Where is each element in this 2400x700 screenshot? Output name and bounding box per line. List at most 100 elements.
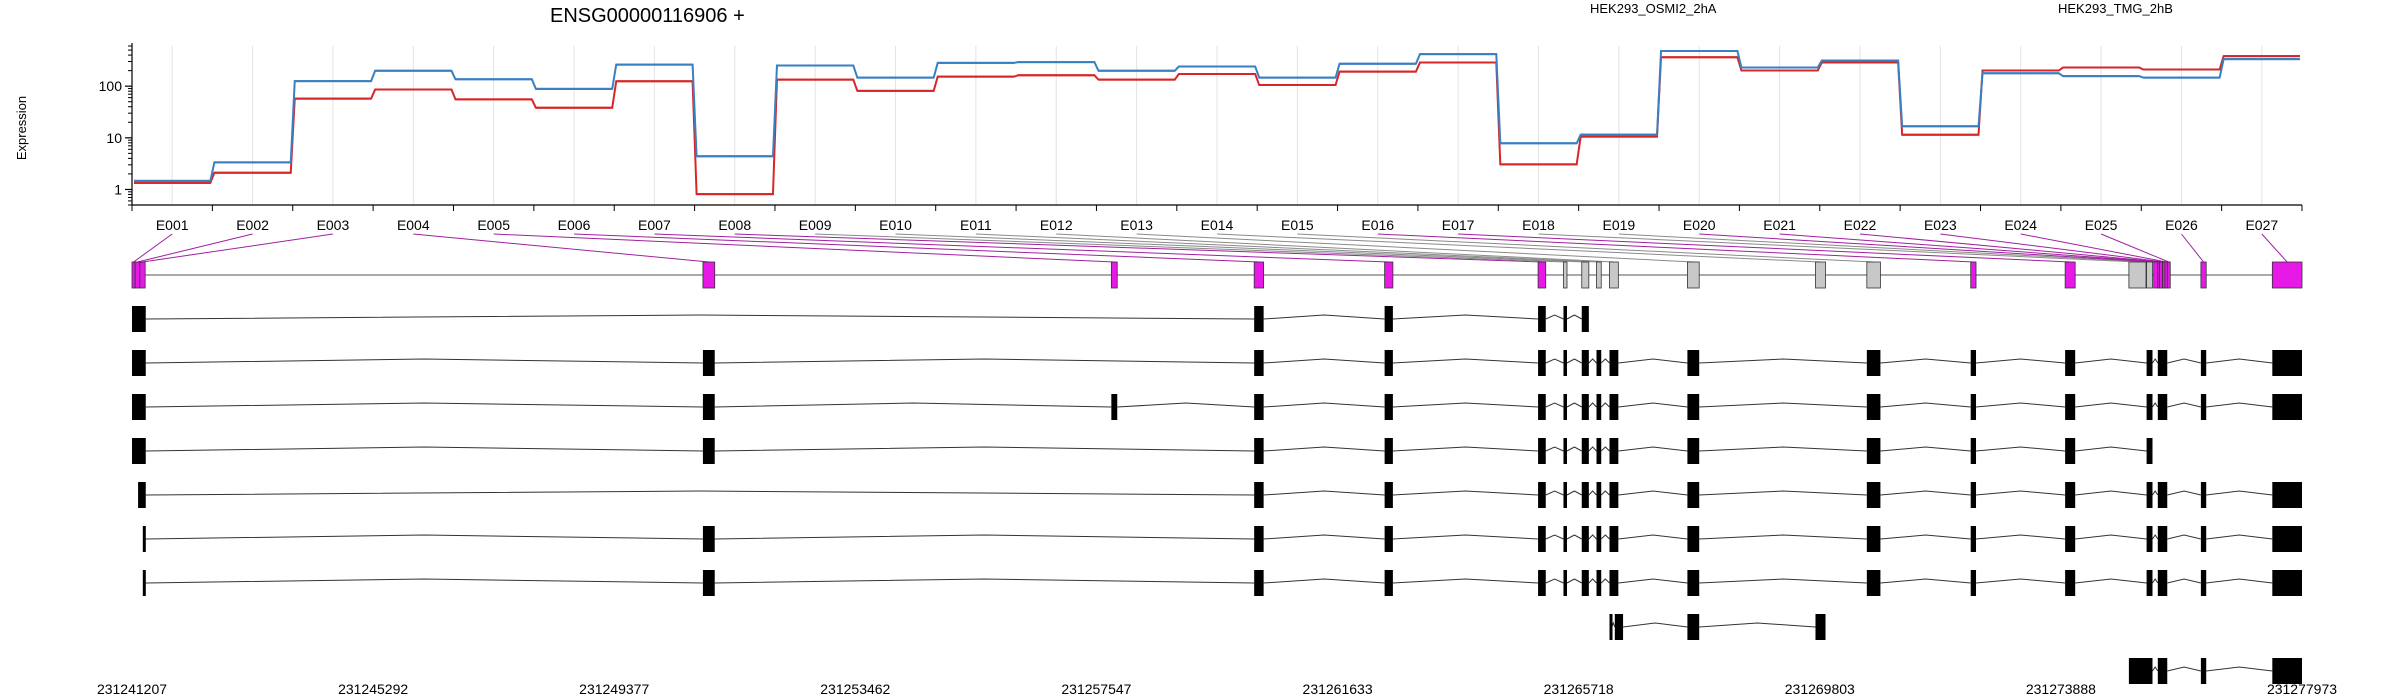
intron-line <box>1975 534 2066 540</box>
transcript-exon <box>1581 482 1589 508</box>
transcript-exon <box>2146 570 2153 596</box>
intron-line <box>2167 358 2202 364</box>
exon-bin <box>1253 261 1265 289</box>
exon-connector <box>574 233 1259 263</box>
intron-line <box>1880 490 1971 496</box>
exon-connector <box>142 233 333 263</box>
exon-connector <box>413 233 709 263</box>
plot-axes: 1 10 100 <box>99 43 2303 211</box>
transcript-exon <box>1596 526 1602 552</box>
exon-connector <box>1297 233 1874 263</box>
plot-series <box>134 49 2300 196</box>
transcript-exon <box>1254 394 1264 420</box>
exon-label: E019 <box>1603 217 1636 233</box>
intron-line <box>714 578 1255 584</box>
intron-line <box>2152 578 2159 584</box>
transcript-exon <box>2065 570 2076 596</box>
exon-bin <box>2064 261 2076 289</box>
transcript-exon <box>2146 526 2153 552</box>
transcript-exon <box>1384 306 1393 332</box>
intron-line <box>1600 578 1610 584</box>
transcript-exon <box>1687 394 1700 420</box>
intron-line <box>2206 666 2273 672</box>
transcript-exon <box>1254 482 1264 508</box>
exon-bin <box>1866 261 1881 289</box>
exon-connector <box>734 233 1542 263</box>
intron-line <box>2167 578 2202 584</box>
transcript-exon <box>702 394 715 420</box>
intron-line <box>1880 534 1971 540</box>
intron-line <box>1880 446 1971 452</box>
exon-bin <box>2200 261 2207 289</box>
intron-line <box>1618 446 1688 452</box>
transcript-exon <box>702 350 715 376</box>
exon-bin <box>2271 261 2303 289</box>
transcript-exon <box>2200 350 2207 376</box>
transcript-exon <box>142 570 146 596</box>
transcript-exon <box>2200 394 2207 420</box>
exon-connector <box>1699 233 2156 263</box>
intron-line <box>1618 578 1688 584</box>
exon-connectors <box>133 233 2288 263</box>
transcript-exon <box>2272 482 2302 508</box>
transcript-exon <box>2157 394 2168 420</box>
exon-bin <box>134 261 141 289</box>
exon-label: E018 <box>1522 217 1555 233</box>
chart-title: ENSG00000116906 + <box>550 5 745 27</box>
gene-model-track <box>131 261 2303 289</box>
transcript-exon <box>2157 350 2168 376</box>
exon-label: E003 <box>317 217 350 233</box>
transcript-exon <box>2272 570 2302 596</box>
transcript-tracks <box>132 306 2302 684</box>
transcript-exon <box>132 394 146 420</box>
intron-line <box>1618 534 1688 540</box>
intron-line <box>2075 446 2147 452</box>
intron-line <box>2167 402 2202 408</box>
transcript-exon <box>1538 570 1546 596</box>
transcript-exon <box>2200 526 2207 552</box>
transcript-exon <box>132 438 146 464</box>
transcript-exon <box>2200 570 2207 596</box>
genomic-coordinate-axis: 231241207 231245292 231249377 231253462 2312… <box>97 681 2337 697</box>
transcript-exon <box>1254 526 1264 552</box>
transcript-exon <box>132 306 146 332</box>
intron-line <box>1699 622 1816 628</box>
transcript-exon <box>1384 438 1393 464</box>
exon-bin <box>1687 261 1700 289</box>
intron-line <box>1566 402 1582 408</box>
transcript-exon <box>1538 394 1546 420</box>
exon-bin <box>1596 261 1602 289</box>
exon-label: E017 <box>1442 217 1475 233</box>
transcript-exon <box>1384 526 1393 552</box>
y-tick-label: 1 <box>114 181 122 197</box>
intron-line <box>1975 402 2066 408</box>
intron-line <box>1117 402 1255 408</box>
intron-line <box>1392 446 1539 452</box>
transcript-exon <box>1563 306 1567 332</box>
intron-line <box>1545 446 1564 452</box>
intron-line <box>1880 358 1971 364</box>
intron-line <box>1699 358 1867 364</box>
intron-line <box>1566 358 1582 364</box>
exon-connector <box>1458 233 2071 263</box>
intron-line <box>1566 446 1582 452</box>
intron-line <box>2075 534 2147 540</box>
intron-line <box>1566 534 1582 540</box>
intron-line <box>2075 358 2147 364</box>
intron-line <box>1699 402 1867 408</box>
intron-line <box>1975 358 2066 364</box>
intron-line <box>1392 358 1539 364</box>
exon-label: E015 <box>1281 217 1314 233</box>
exon-bin <box>1384 261 1394 289</box>
intron-line <box>2075 402 2147 408</box>
exon-connector <box>493 233 1115 263</box>
transcript-exon <box>1596 350 1602 376</box>
transcript-exon <box>1254 570 1264 596</box>
exon-connector <box>1056 233 1614 263</box>
intron-line <box>1263 534 1385 540</box>
intron-line <box>1263 402 1385 408</box>
exon-bin <box>2153 261 2159 289</box>
intron-line <box>2152 402 2159 408</box>
transcript-exon <box>2200 658 2207 684</box>
intron-line <box>1618 402 1688 408</box>
